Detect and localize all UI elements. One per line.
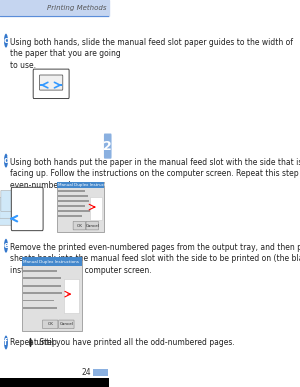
Bar bbox=[23, 300, 62, 301]
Text: 2: 2 bbox=[103, 140, 112, 152]
Bar bbox=[58, 200, 85, 202]
Text: Repeat Step: Repeat Step bbox=[10, 338, 59, 347]
Text: Cancel: Cancel bbox=[85, 224, 99, 228]
Text: Cancel: Cancel bbox=[59, 322, 73, 326]
Bar bbox=[0, 0, 109, 16]
Circle shape bbox=[29, 338, 32, 347]
Text: Using both hands, slide the manual feed slot paper guides to the width of the pa: Using both hands, slide the manual feed … bbox=[10, 38, 293, 70]
Bar bbox=[0, 378, 109, 387]
FancyBboxPatch shape bbox=[40, 75, 63, 90]
FancyBboxPatch shape bbox=[11, 187, 43, 231]
Bar bbox=[58, 215, 89, 217]
Bar bbox=[92, 369, 108, 376]
Text: until you have printed all the odd-numbered pages.: until you have printed all the odd-numbe… bbox=[34, 338, 235, 347]
FancyBboxPatch shape bbox=[33, 69, 69, 99]
Bar bbox=[23, 307, 61, 309]
Bar bbox=[23, 270, 55, 272]
FancyBboxPatch shape bbox=[57, 182, 104, 232]
Circle shape bbox=[4, 239, 8, 253]
Text: Manual Duplex Instructions: Manual Duplex Instructions bbox=[58, 183, 114, 187]
FancyBboxPatch shape bbox=[59, 320, 74, 329]
Bar bbox=[58, 210, 88, 212]
Bar bbox=[23, 285, 57, 287]
Text: e: e bbox=[3, 241, 9, 250]
Bar bbox=[57, 182, 104, 188]
Text: d: d bbox=[3, 156, 9, 165]
Text: Using both hands put the paper in the manual feed slot with the side that is goi: Using both hands put the paper in the ma… bbox=[10, 158, 300, 190]
FancyBboxPatch shape bbox=[43, 320, 58, 329]
Text: f: f bbox=[4, 338, 8, 347]
Bar bbox=[58, 205, 89, 207]
Bar bbox=[58, 190, 87, 192]
Text: 24: 24 bbox=[82, 368, 92, 377]
FancyBboxPatch shape bbox=[90, 197, 102, 220]
FancyBboxPatch shape bbox=[104, 134, 112, 159]
FancyBboxPatch shape bbox=[22, 257, 82, 331]
FancyBboxPatch shape bbox=[0, 197, 16, 218]
Text: c: c bbox=[4, 36, 8, 45]
FancyBboxPatch shape bbox=[0, 204, 14, 225]
Bar bbox=[23, 292, 61, 294]
Circle shape bbox=[4, 336, 8, 349]
FancyBboxPatch shape bbox=[86, 221, 98, 230]
FancyBboxPatch shape bbox=[1, 190, 16, 211]
Text: Remove the printed even-numbered pages from the output tray, and then put the fi: Remove the printed even-numbered pages f… bbox=[10, 243, 300, 275]
Bar bbox=[22, 257, 82, 266]
FancyBboxPatch shape bbox=[64, 279, 79, 313]
Text: OK: OK bbox=[47, 322, 53, 326]
Text: Manual Duplex Instructions: Manual Duplex Instructions bbox=[23, 260, 79, 264]
Bar bbox=[23, 277, 62, 279]
Bar bbox=[58, 195, 86, 197]
Circle shape bbox=[4, 154, 8, 168]
Text: Printing Methods: Printing Methods bbox=[47, 5, 106, 11]
Circle shape bbox=[4, 34, 8, 48]
Text: OK: OK bbox=[76, 224, 82, 228]
FancyBboxPatch shape bbox=[73, 221, 86, 230]
